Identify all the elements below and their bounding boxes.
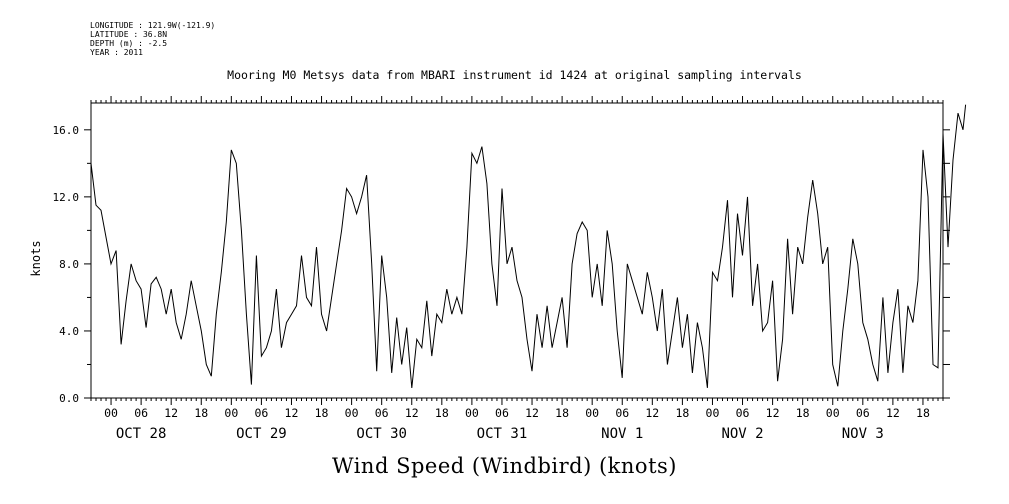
x-tick-label: 06 — [134, 406, 148, 420]
x-tick-label: 06 — [736, 406, 750, 420]
x-tick-label: 12 — [525, 406, 539, 420]
day-label: OCT 28 — [116, 426, 167, 442]
metadata-block: LONGITUDE : 121.9W(-121.9) LATITUDE : 36… — [90, 21, 215, 57]
metadata-longitude: LONGITUDE : 121.9W(-121.9) — [90, 21, 216, 30]
y-axis-label: knots — [29, 240, 43, 276]
x-tick-label: 00 — [585, 406, 599, 420]
x-tick-label: 00 — [465, 406, 479, 420]
x-tick-label: 06 — [375, 406, 389, 420]
x-tick-label: 18 — [916, 406, 930, 420]
y-tick-label: 8.0 — [59, 258, 79, 271]
x-tick-label: 18 — [194, 406, 208, 420]
x-tick-label: 00 — [706, 406, 720, 420]
x-tick-label: 00 — [104, 406, 118, 420]
x-tick-label: 18 — [796, 406, 810, 420]
metadata-latitude: LATITUDE : 36.8N — [90, 30, 168, 39]
y-tick-label: 0.0 — [59, 392, 79, 405]
metadata-year: YEAR : 2011 — [90, 48, 143, 57]
x-tick-label: 12 — [766, 406, 780, 420]
day-label: OCT 29 — [236, 426, 287, 442]
chart-title: Mooring M0 Metsys data from MBARI instru… — [227, 68, 802, 82]
day-label: NOV 1 — [601, 426, 643, 442]
x-tick-label: 18 — [675, 406, 689, 420]
x-tick-label: 12 — [405, 406, 419, 420]
day-label: NOV 2 — [721, 426, 763, 442]
x-tick-label: 18 — [315, 406, 329, 420]
day-label: OCT 31 — [477, 426, 528, 442]
x-tick-label: 06 — [856, 406, 870, 420]
plot-frame — [90, 102, 944, 399]
y-tick-label: 12.0 — [53, 191, 80, 204]
x-tick-label: 06 — [615, 406, 629, 420]
x-tick-label: 00 — [224, 406, 238, 420]
series-line-0 — [90, 104, 967, 388]
x-tick-label: 00 — [826, 406, 840, 420]
x-tick-label: 12 — [886, 406, 900, 420]
day-label: NOV 3 — [842, 426, 884, 442]
x-axis-title: Wind Speed (Windbird) (knots) — [332, 454, 677, 478]
x-tick-label: 18 — [555, 406, 569, 420]
x-tick-label: 12 — [285, 406, 299, 420]
x-tick-label: 12 — [164, 406, 178, 420]
x-tick-label: 12 — [645, 406, 659, 420]
plot-area: 00 06 12 18 OCT 28 00 06 12 18 OCT 29 00 06 12 18 OCT … — [29, 96, 967, 442]
metadata-depth: DEPTH (m) : -2.5 — [90, 39, 168, 48]
day-label: OCT 30 — [356, 426, 407, 442]
x-tick-label: 06 — [495, 406, 509, 420]
x-tick-label: 18 — [435, 406, 449, 420]
x-tick-label: 06 — [254, 406, 268, 420]
y-tick-label: 16.0 — [53, 124, 80, 137]
y-tick-label: 4.0 — [59, 325, 79, 338]
x-tick-label: 00 — [345, 406, 359, 420]
